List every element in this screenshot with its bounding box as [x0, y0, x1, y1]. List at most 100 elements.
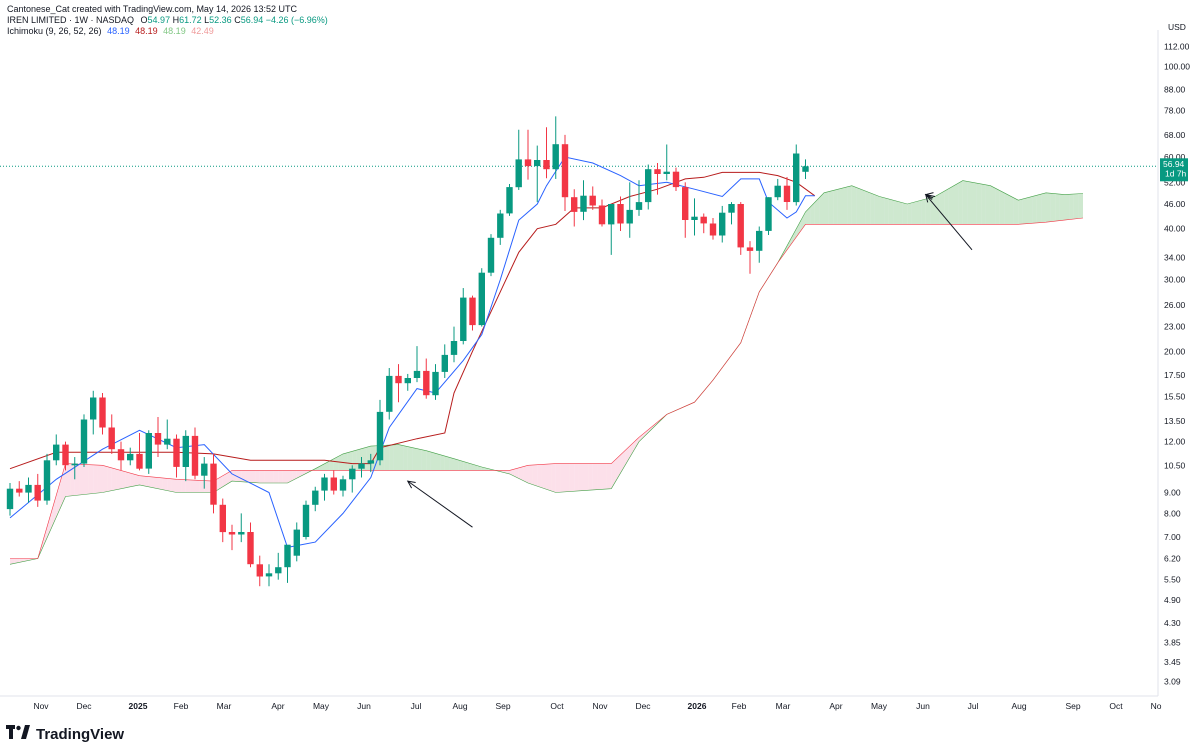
- cloud-segment: [195, 480, 200, 493]
- open-key: O: [140, 15, 148, 25]
- cloud-segment: [611, 459, 616, 489]
- cloud-segment: [981, 184, 986, 225]
- annotation-arrow: [925, 194, 936, 197]
- cloud-segment: [514, 467, 519, 479]
- cloud-segment: [181, 479, 186, 493]
- cloud-segment: [435, 453, 441, 471]
- candle-body: [99, 397, 106, 428]
- candle-body: [765, 197, 772, 231]
- cloud-segment: [833, 189, 838, 225]
- time-tick-label: May: [313, 701, 330, 711]
- price-tick-label: 23.00: [1164, 322, 1186, 332]
- time-tick-label: Sep: [495, 701, 510, 711]
- cloud-segment: [925, 197, 931, 225]
- cloud-segment: [259, 470, 265, 483]
- candle-body: [201, 463, 208, 476]
- cloud-segment: [130, 473, 135, 487]
- cloud-segment: [1022, 197, 1028, 224]
- cloud-segment: [1036, 194, 1042, 223]
- cloud-segment: [995, 188, 1000, 225]
- cloud-segment: [47, 511, 52, 538]
- attribution-text: Cantonese_Cat created with TradingView.c…: [7, 4, 297, 14]
- cloud-segment: [185, 479, 191, 493]
- candle-body: [552, 144, 559, 170]
- cloud-segment: [861, 189, 866, 225]
- close-value: 56.94: [240, 15, 264, 25]
- cloud-segment: [953, 183, 959, 225]
- price-tick-label: 10.50: [1164, 460, 1186, 470]
- cloud-segment: [842, 186, 848, 225]
- candle-body: [302, 504, 310, 537]
- conversion-line: [9, 156, 815, 548]
- span-a-value: 48.19: [163, 26, 186, 36]
- cloud-segment: [370, 445, 376, 471]
- cloud-segment: [449, 457, 454, 471]
- cloud-segment: [1027, 196, 1033, 224]
- symbol-legend[interactable]: IREN LIMITED · 1W · NASDAQ O54.97 H61.72…: [7, 15, 328, 26]
- candle-body: [682, 187, 689, 220]
- candle-body: [164, 438, 171, 445]
- cloud-segment: [463, 461, 468, 471]
- ichimoku-lines: [9, 156, 1084, 565]
- candle-body: [534, 160, 541, 167]
- cloud-segment: [421, 449, 427, 471]
- cloud-segment: [592, 463, 598, 490]
- high-key: H: [172, 15, 180, 25]
- price-tick-label: 5.50: [1164, 575, 1181, 585]
- candle-body: [358, 463, 365, 469]
- leading-span-a: [9, 180, 1084, 565]
- cloud-segment: [454, 458, 459, 471]
- time-axis: Nov Dec 2025 Feb Mar Apr May Jun Jul Aug Sep Oct Nov…: [33, 701, 1161, 711]
- cloud-segment: [319, 463, 325, 471]
- cloud-segment: [1055, 193, 1060, 222]
- cloud-segment: [227, 470, 232, 484]
- low-value: 52.36: [209, 15, 232, 25]
- cloud-segment: [343, 452, 348, 471]
- cloud-segment: [407, 446, 413, 471]
- candle-body: [543, 160, 550, 170]
- candle-body: [719, 212, 726, 236]
- time-tick-label: Oct: [1109, 701, 1123, 711]
- candle-body: [191, 435, 199, 476]
- price-tick-label: 112.00: [1164, 42, 1190, 52]
- price-tick-label: 4.90: [1164, 595, 1181, 605]
- cloud-segment: [888, 198, 894, 225]
- candle-body: [265, 573, 273, 577]
- cloud-segment: [102, 465, 108, 493]
- cloud-segment: [902, 202, 908, 225]
- candle-body: [247, 532, 254, 565]
- cloud-segment: [324, 461, 330, 471]
- time-tick-label: No: [1151, 701, 1162, 711]
- cloud-segment: [199, 480, 205, 493]
- cloud-segment: [1050, 193, 1056, 222]
- cloud-segment: [629, 441, 635, 458]
- cloud-segment: [287, 470, 293, 483]
- high-value: 61.72: [179, 15, 202, 25]
- cloud-segment: [1059, 194, 1065, 221]
- cloud-segment: [162, 477, 168, 491]
- cloud-segment: [847, 185, 852, 225]
- cloud-segment: [481, 466, 487, 471]
- price-tick-label: 13.50: [1164, 416, 1186, 426]
- tradingview-logo-icon: [6, 725, 30, 744]
- candle-body: [580, 195, 587, 212]
- cloud-segment: [851, 185, 857, 225]
- price-tick-label: 7.00: [1164, 532, 1181, 542]
- last-price-label: 56.94: [1163, 159, 1185, 169]
- candle-body: [256, 564, 263, 577]
- candle-body: [515, 159, 522, 188]
- candle-body: [154, 433, 162, 445]
- time-tick-label: Apr: [829, 701, 842, 711]
- cloud-segment: [42, 526, 47, 549]
- cloud-segment: [999, 190, 1005, 225]
- cloud-segment: [907, 202, 912, 225]
- cloud-segment: [791, 228, 797, 244]
- symbol-name: IREN LIMITED · 1W · NASDAQ: [7, 15, 135, 25]
- indicator-legend[interactable]: Ichimoku (9, 26, 52, 26) 48.19 48.19 48.…: [7, 26, 328, 37]
- candle-body: [756, 230, 763, 251]
- cloud-segment: [620, 450, 626, 473]
- cloud-segment: [134, 474, 140, 486]
- candle-body: [672, 171, 680, 188]
- cloud-segment: [1064, 194, 1070, 221]
